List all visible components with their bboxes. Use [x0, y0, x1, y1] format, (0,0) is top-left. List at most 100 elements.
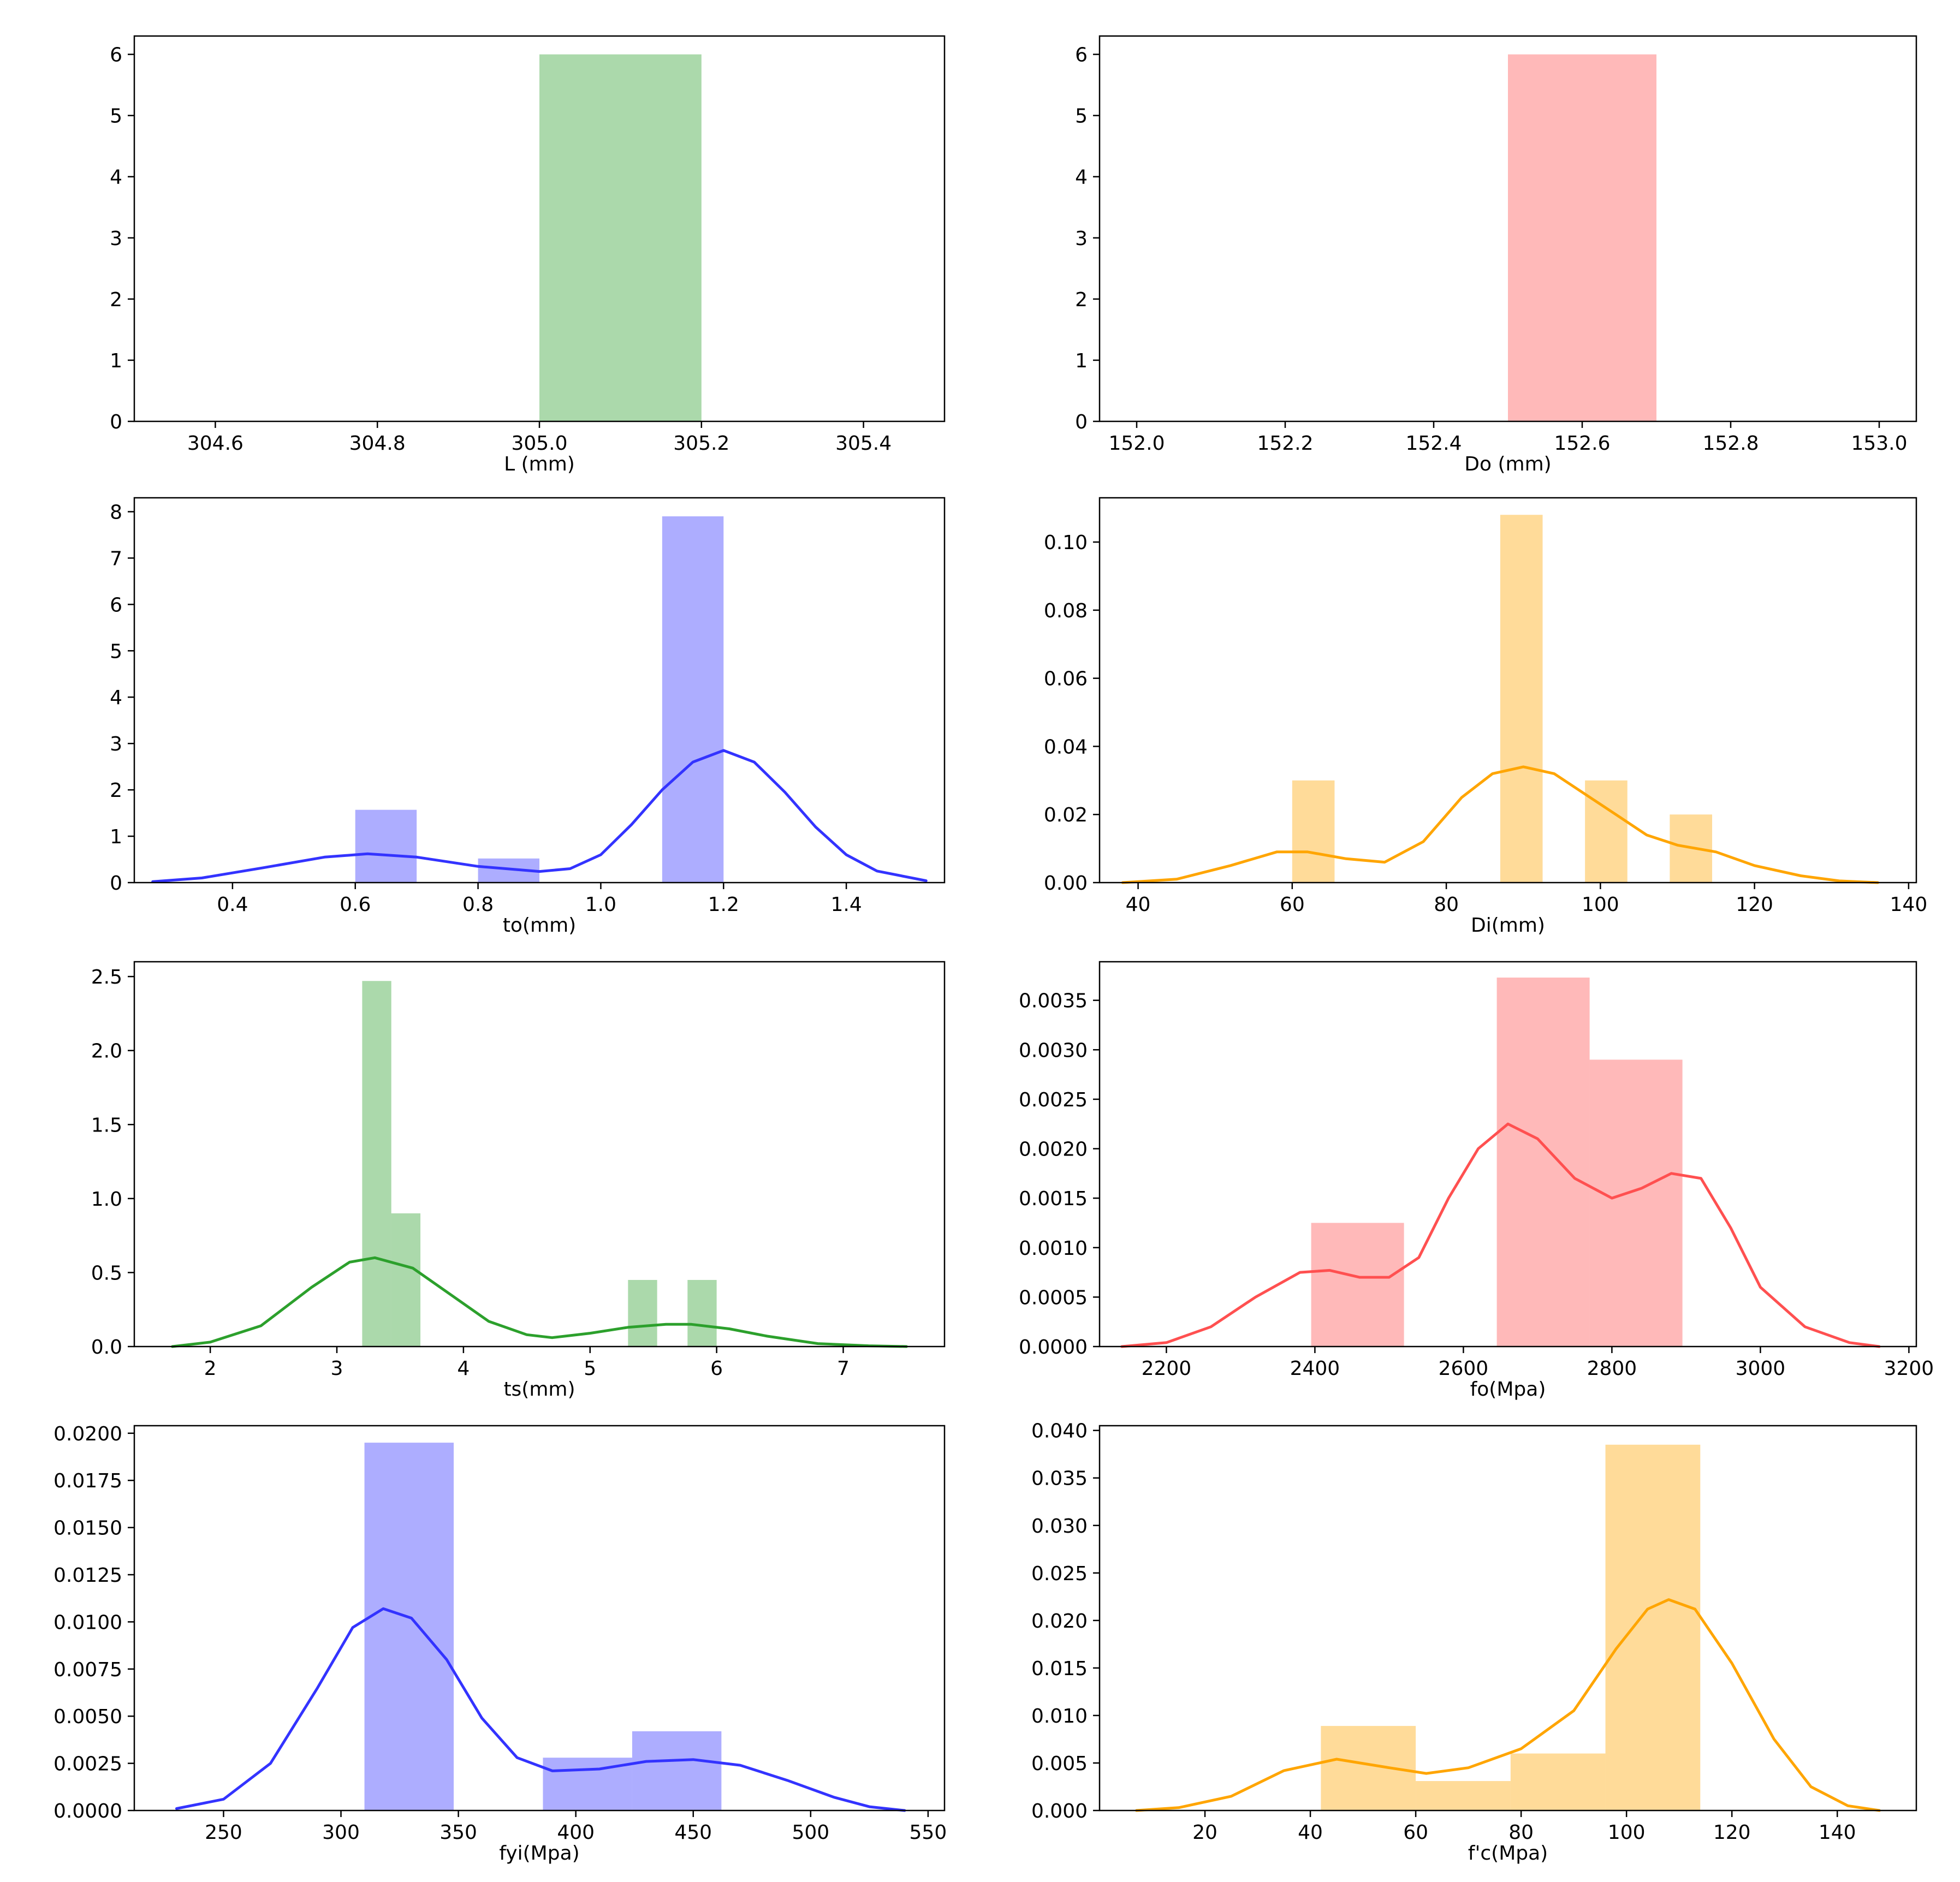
y-tick-label: 1	[1075, 350, 1088, 372]
axes-frame	[1098, 35, 1917, 422]
y-tick-label: 0.0010	[1019, 1237, 1088, 1260]
kde-curve	[151, 749, 928, 883]
y-tick-label: 1	[110, 826, 122, 848]
x-tick-label: 80	[1434, 894, 1459, 916]
x-tick-label: 0.4	[217, 894, 248, 916]
histogram-bar	[632, 1731, 722, 1810]
x-tick-label: 305.4	[835, 432, 892, 455]
y-tick-label: 0.0200	[54, 1423, 122, 1445]
axes-frame	[133, 961, 946, 1348]
y-tick-label: 0.0020	[1019, 1139, 1088, 1161]
x-tick-label: 305.2	[673, 432, 729, 455]
histogram-bar	[1500, 515, 1543, 883]
y-tick-label: 1	[110, 350, 122, 372]
y-tick-label: 0.0015	[1019, 1188, 1088, 1210]
x-tick-label: 2200	[1142, 1357, 1192, 1380]
x-tick-label: 1.0	[585, 894, 616, 916]
y-tick-label: 0.06	[1044, 668, 1088, 690]
x-tick-label: 0.8	[462, 894, 494, 916]
y-tick-label: 0	[1075, 411, 1088, 433]
x-tick-label: 305.0	[511, 432, 567, 455]
x-tick-label: 550	[910, 1821, 947, 1844]
x-tick-label: 400	[557, 1821, 595, 1844]
histogram-bar	[628, 1279, 657, 1347]
kde-curve	[1135, 1598, 1881, 1812]
histogram-bar	[1510, 1753, 1606, 1810]
x-tick-label: 2400	[1290, 1357, 1340, 1380]
y-tick-label: 5	[1075, 105, 1088, 128]
y-tick-label: 1.0	[91, 1188, 122, 1211]
y-tick-label: 5	[110, 105, 122, 128]
x-tick-label: 2	[204, 1357, 217, 1380]
y-tick-label: 0.010	[1031, 1705, 1088, 1728]
histogram-bar	[1292, 780, 1335, 883]
x-tick-label: 1.4	[830, 894, 862, 916]
axes-frame	[1098, 1425, 1917, 1812]
y-tick-label: 2	[110, 779, 122, 802]
kde-curve	[171, 1256, 908, 1348]
histogram-bar	[1605, 1444, 1701, 1810]
y-tick-label: 8	[110, 501, 122, 523]
axes-frame	[1098, 497, 1917, 884]
y-tick-label: 0.0150	[54, 1517, 122, 1540]
x-axis-label: fyi(Mpa)	[499, 1842, 579, 1865]
x-axis-label: L (mm)	[504, 453, 575, 475]
kde-curve	[175, 1607, 906, 1812]
y-tick-label: 0.00	[1044, 872, 1088, 895]
x-tick-label: 40	[1126, 894, 1151, 916]
y-tick-label: 0.030	[1031, 1515, 1088, 1538]
y-tick-label: 4	[1075, 166, 1088, 189]
x-tick-label: 0.6	[340, 894, 371, 916]
axes-frame	[1098, 961, 1917, 1348]
x-tick-label: 1.2	[708, 894, 739, 916]
y-tick-label: 0.0000	[1019, 1336, 1088, 1359]
y-tick-label: 0.0	[91, 1336, 122, 1359]
x-tick-label: 152.8	[1702, 432, 1759, 455]
x-tick-label: 3200	[1884, 1357, 1934, 1380]
histogram-bar	[1321, 1726, 1416, 1810]
kde-curve	[1121, 765, 1879, 884]
y-tick-label: 0	[110, 872, 122, 895]
y-tick-label: 0.0175	[54, 1470, 122, 1492]
x-tick-label: 4	[457, 1357, 470, 1380]
x-tick-label: 2800	[1587, 1357, 1637, 1380]
y-tick-label: 0.015	[1031, 1658, 1088, 1680]
x-tick-label: 2600	[1439, 1357, 1489, 1380]
x-tick-label: 152.6	[1554, 432, 1610, 455]
y-tick-label: 0.10	[1044, 532, 1088, 554]
x-axis-label: ts(mm)	[503, 1378, 575, 1401]
x-tick-label: 450	[674, 1821, 712, 1844]
x-tick-label: 80	[1508, 1821, 1534, 1844]
y-tick-label: 6	[110, 594, 122, 616]
x-tick-label: 350	[439, 1821, 477, 1844]
y-tick-label: 2	[110, 289, 122, 311]
y-tick-label: 0.0005	[1019, 1287, 1088, 1309]
histogram-bar	[1496, 977, 1590, 1347]
x-tick-label: 120	[1736, 894, 1773, 916]
y-tick-label: 6	[110, 44, 122, 67]
y-tick-label: 0.0025	[54, 1753, 122, 1776]
chart-panel-row3-left: 2 3 4 5 6 7 0.0 0.5 1.0 1.5 2.0 2.5 ts(mm)	[91, 961, 946, 1401]
y-tick-label: 3	[110, 733, 122, 755]
y-tick-label: 6	[1075, 44, 1088, 67]
chart-panel-top-left: 304.6 304.8 305.0 305.2 305.4 0 1 2 3 4 5 6 L (mm)	[110, 35, 946, 475]
y-tick-label: 0.040	[1031, 1420, 1088, 1443]
y-tick-label: 0.0030	[1019, 1039, 1088, 1062]
y-tick-label: 0.0125	[54, 1564, 122, 1587]
x-tick-label: 7	[837, 1357, 850, 1380]
y-tick-label: 2.5	[91, 966, 122, 988]
y-tick-label: 0.020	[1031, 1610, 1088, 1633]
histogram-bar	[539, 54, 702, 422]
y-tick-label: 4	[110, 687, 122, 709]
x-tick-label: 153.0	[1851, 432, 1907, 455]
histogram-bar	[1585, 780, 1628, 883]
y-tick-label: 7	[110, 547, 122, 570]
x-axis-label: Di(mm)	[1471, 914, 1545, 937]
x-tick-label: 6	[710, 1357, 723, 1380]
x-tick-label: 100	[1582, 894, 1619, 916]
chart-panel-top-right: 152.0 152.2 152.4 152.6 152.8 153.0 0 1 2 3 4 5 6 Do …	[1075, 35, 1917, 475]
x-tick-label: 140	[1819, 1821, 1856, 1844]
histogram-bar	[355, 809, 417, 883]
chart-panel-row2-left: 0.4 0.6 0.8 1.0 1.2 1.4 0 1 2 3 4 5 6 7 8 to(mm)	[110, 497, 946, 937]
x-tick-label: 60	[1280, 894, 1305, 916]
